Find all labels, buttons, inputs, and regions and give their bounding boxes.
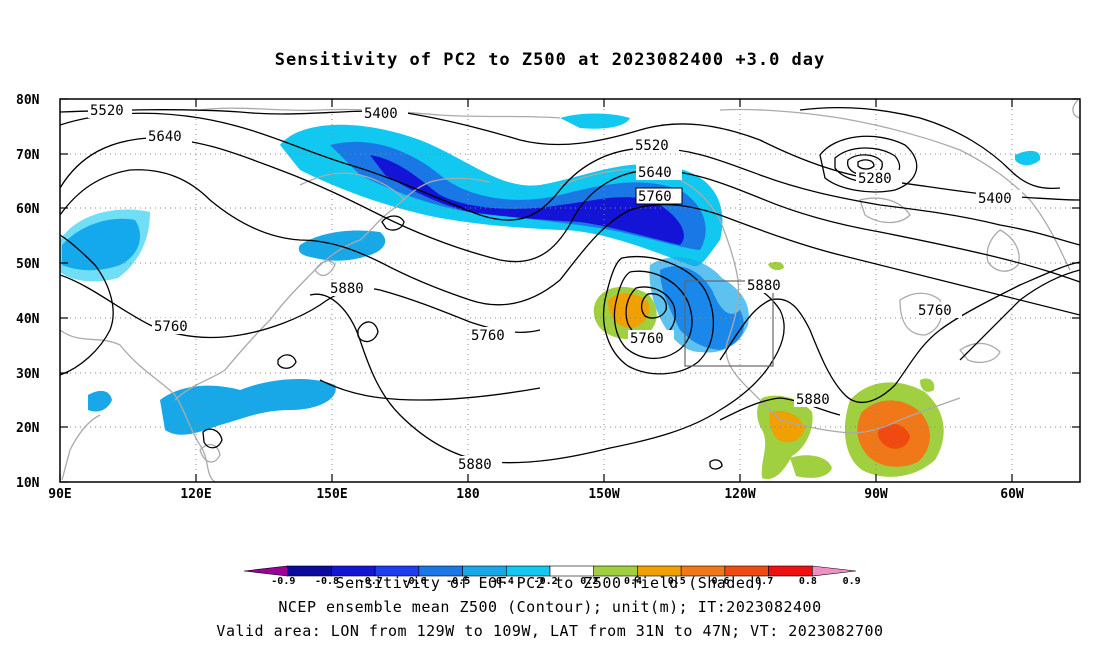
contour-label: 5280	[858, 171, 892, 187]
colorbar-tick-label: -0.7	[359, 576, 383, 587]
valid-area-box	[684, 280, 774, 367]
colorbar-tick-label: 0.9	[843, 576, 861, 587]
contour-5760-west	[60, 169, 1080, 316]
lat-tick-label: 60N	[16, 202, 40, 217]
shade-blue-aleutian-core	[370, 155, 684, 245]
chart-title: Sensitivity of PC2 to Z500 at 2023082400…	[274, 50, 826, 70]
contour-label: 5400	[364, 106, 398, 122]
contour-label: 5520	[90, 103, 124, 119]
colorbar-tick-label: 0.5	[668, 576, 686, 587]
coastlines	[60, 99, 1080, 482]
footer-shading-description: Sensitivity of EOF PC2 to Z500 field (Sh…	[335, 574, 765, 592]
map-frame	[59, 98, 1081, 483]
contour-label: 5880	[747, 278, 781, 294]
colorbar-tick-label: -0.9	[271, 576, 295, 587]
shade-red-caribbean	[878, 423, 910, 449]
contour-5760-low-outer	[602, 255, 714, 375]
lat-tick-label: 50N	[16, 257, 40, 272]
contour-label: 5640	[638, 165, 672, 181]
axis-ticks	[59, 98, 1080, 483]
colorbar-cell	[811, 565, 857, 577]
lon-tick-label: 180	[456, 487, 480, 502]
colorbar-tick-label: -0.8	[315, 576, 339, 587]
contour-label: 5880	[330, 281, 364, 297]
lat-tick-label: 80N	[16, 93, 40, 108]
shade-blue-siberia	[298, 230, 386, 261]
shade-blue-southchina	[160, 378, 336, 435]
shade-blue-greenland	[1015, 150, 1041, 166]
shade-lightblue-westasia	[60, 209, 150, 282]
lon-tick-labels: 90E 120E 150E 180 150W 120W 90W 60W	[48, 487, 1024, 502]
contour-5760-low-mid	[613, 270, 693, 359]
footer-contour-description: NCEP ensemble mean Z500 (Contour); unit(…	[278, 598, 822, 616]
contour-small-4	[202, 428, 223, 449]
contour-label: 5640	[148, 129, 182, 145]
contour-5400-north	[60, 109, 1080, 201]
lon-tick-label: 150E	[316, 487, 347, 502]
shade-blue-bengal	[88, 390, 112, 412]
lon-tick-label: 120W	[724, 487, 755, 502]
contour-label: 5880	[458, 457, 492, 473]
contour-labels: 5520 5400 5640 5520 5640 5760 5280 5400 …	[88, 102, 1022, 473]
contour-arctic-ridge	[799, 106, 1061, 190]
contour-label: 5760	[471, 328, 505, 344]
contour-atlantic-ridge	[959, 269, 1080, 361]
footer-valid-area: Valid area: LON from 129W to 109W, LAT f…	[216, 622, 884, 640]
shade-green-atlantic	[920, 378, 935, 392]
contour-label: 5400	[978, 191, 1012, 207]
colorbar-tick-label: -0.2	[534, 576, 558, 587]
contour-5280-low4	[857, 159, 875, 170]
contour-5880-america	[719, 261, 1080, 404]
lat-tick-label: 10N	[16, 476, 40, 491]
contour-label: 5760	[154, 319, 188, 335]
lat-tick-label: 40N	[16, 312, 40, 327]
lon-tick-label: 120E	[180, 487, 211, 502]
contour-5880-pacific	[309, 284, 785, 464]
lon-tick-label: 150W	[588, 487, 619, 502]
colorbar-tick-label: 0.4	[624, 576, 642, 587]
contour-label: 5880	[796, 392, 830, 408]
contour-label: 5520	[635, 138, 669, 154]
colorbar-tick-label: 0.8	[799, 576, 817, 587]
lat-tick-label: 30N	[16, 367, 40, 382]
contour-label: 5760	[638, 189, 672, 205]
lon-tick-label: 90E	[48, 487, 71, 502]
lat-tick-label: 70N	[16, 148, 40, 163]
colorbar-tick-label: -0.4	[490, 576, 514, 587]
sensitivity-shading-negative	[60, 113, 1041, 435]
contour-label: 5760	[918, 303, 952, 319]
shade-blue-arctic	[560, 113, 630, 129]
graticule	[60, 99, 1080, 482]
contour-small-5	[709, 459, 723, 470]
shade-green-sw	[790, 455, 832, 478]
shade-green-us	[768, 261, 784, 271]
contour-small-2	[357, 321, 379, 343]
sensitivity-shading-positive	[593, 261, 944, 480]
contour-5280-low1	[819, 135, 918, 193]
contour-low-core	[640, 293, 667, 319]
colorbar-tick-label: -0.5	[446, 576, 470, 587]
contour-5760-westasia	[60, 274, 541, 339]
lat-tick-labels: 80N 70N 60N 50N 40N 30N 20N 10N	[16, 93, 40, 491]
colorbar-tick-label: 0.2	[580, 576, 598, 587]
shade-orange-pacific	[608, 293, 650, 328]
z500-contours	[60, 106, 1080, 470]
colorbar: -0.9 -0.8 -0.7 -0.6 -0.5 -0.4 -0.2 0.2 0.4 0.5 0.6…	[243, 565, 861, 587]
colorbar-tick-label: -0.6	[402, 576, 426, 587]
contour-5880-outer	[60, 234, 114, 376]
contour-5640	[60, 137, 1080, 283]
colorbar-tick-label: 0.6	[711, 576, 729, 587]
contour-label: 5760	[630, 331, 664, 347]
contour-5520	[60, 112, 1080, 246]
colorbar-tick-label: 0.7	[755, 576, 773, 587]
lat-tick-label: 20N	[16, 421, 40, 436]
contour-5880-southeast	[719, 397, 841, 421]
contour-small-3	[277, 354, 297, 369]
lon-tick-label: 90W	[864, 487, 888, 502]
contour-small-1	[381, 215, 405, 231]
contour-southpacific	[319, 379, 541, 401]
lon-tick-label: 60W	[1000, 487, 1024, 502]
